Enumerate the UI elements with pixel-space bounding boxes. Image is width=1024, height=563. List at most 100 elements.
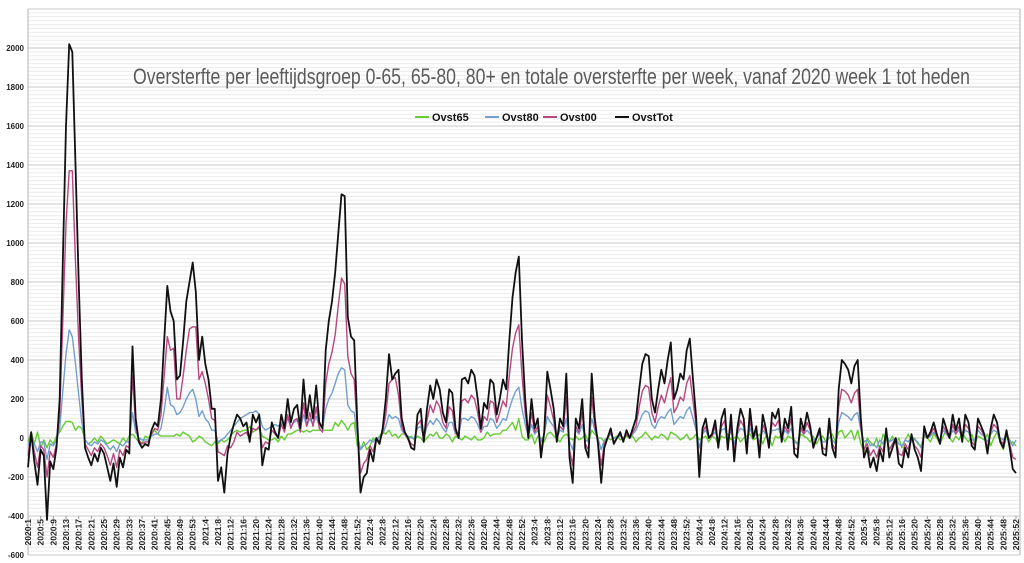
y-tick-label: 1800 bbox=[6, 83, 24, 92]
series-line-ovst80 bbox=[27, 329, 1017, 461]
legend-label-ovst00: Ovst00 bbox=[560, 112, 597, 124]
x-tick-label: 2023:16 bbox=[568, 519, 578, 550]
legend: Ovst65 Ovst80 Ovst00 OvstTot bbox=[415, 112, 673, 124]
x-tick-label: 2022:16 bbox=[403, 519, 413, 550]
x-tick-label: 2020:25 bbox=[99, 519, 109, 550]
series-lines bbox=[27, 43, 1017, 521]
y-axis: -600 -400 -200 0 200 400 600 800 1000 1200 1400 160… bbox=[6, 44, 24, 560]
x-tick-label: 2023:20 bbox=[580, 519, 590, 550]
x-tick-label: 2021:32 bbox=[289, 519, 299, 550]
x-tick-label: 2024:16 bbox=[732, 519, 742, 550]
x-tick-label: 2020:53 bbox=[188, 519, 198, 550]
x-tick-label: 2025:20 bbox=[910, 519, 920, 550]
x-tick-label: 2024:20 bbox=[745, 519, 755, 550]
x-tick-label: 2022:4 bbox=[365, 519, 375, 546]
x-tick-label: 2024:28 bbox=[770, 519, 780, 550]
x-tick-label: 2024:52 bbox=[846, 519, 856, 550]
y-tick-label: 600 bbox=[11, 317, 25, 326]
y-tick-label: 200 bbox=[11, 395, 25, 404]
x-tick-label: 2022:48 bbox=[504, 519, 514, 550]
x-tick-label: 2025:24 bbox=[922, 519, 932, 550]
x-tick-label: 2020:9 bbox=[48, 519, 58, 546]
x-tick-label: 2024:24 bbox=[758, 519, 768, 550]
series-line-ovst65 bbox=[27, 417, 1017, 453]
x-tick-label: 2021:24 bbox=[264, 519, 274, 550]
x-tick-label: 2025:12 bbox=[884, 519, 894, 550]
y-tick-label: 1400 bbox=[6, 161, 24, 170]
y-tick-label: 2000 bbox=[6, 44, 24, 53]
x-tick-label: 2023:8 bbox=[542, 519, 552, 546]
y-tick-label: 1600 bbox=[6, 122, 24, 131]
y-tick-label: 1200 bbox=[6, 200, 24, 209]
x-tick-label: 2021:44 bbox=[327, 519, 337, 550]
x-tick-label: 2024:44 bbox=[821, 519, 831, 550]
x-tick-label: 2023:32 bbox=[618, 519, 628, 550]
x-tick-label: 2022:20 bbox=[416, 519, 426, 550]
x-tick-label: 2021:16 bbox=[238, 519, 248, 550]
x-tick-label: 2024:32 bbox=[783, 519, 793, 550]
x-tick-label: 2022:28 bbox=[441, 519, 451, 550]
x-tick-label: 2021:48 bbox=[340, 519, 350, 550]
x-tick-label: 2020:13 bbox=[61, 519, 71, 550]
x-tick-label: 2020:41 bbox=[150, 519, 160, 550]
x-tick-label: 2025:4 bbox=[859, 519, 869, 546]
x-tick-label: 2025:52 bbox=[1011, 519, 1021, 550]
x-tick-label: 2023:28 bbox=[606, 519, 616, 550]
gridlines bbox=[27, 8, 1021, 556]
y-tick-label: -600 bbox=[8, 551, 25, 560]
x-tick-label: 2023:52 bbox=[682, 519, 692, 550]
x-tick-label: 2024:36 bbox=[796, 519, 806, 550]
x-tick-label: 2023:12 bbox=[555, 519, 565, 550]
x-tick-label: 2025:32 bbox=[948, 519, 958, 550]
x-tick-label: 2023:48 bbox=[669, 519, 679, 550]
x-tick-label: 2020:21 bbox=[86, 519, 96, 550]
x-tick-label: 2025:36 bbox=[960, 519, 970, 550]
x-tick-label: 2020:45 bbox=[162, 519, 172, 550]
x-tick-label: 2021:52 bbox=[352, 519, 362, 550]
series-line-ovst00 bbox=[27, 170, 1017, 478]
x-tick-label: 2023:4 bbox=[530, 519, 540, 546]
series-line-ovsttot bbox=[27, 43, 1017, 521]
x-tick-label: 2022:24 bbox=[428, 519, 438, 550]
y-tick-label: 0 bbox=[20, 434, 25, 443]
x-tick-label: 2025:28 bbox=[935, 519, 945, 550]
x-tick-label: 2024:8 bbox=[707, 519, 717, 546]
x-tick-label: 2025:48 bbox=[998, 519, 1008, 550]
x-tick-label: 2021:8 bbox=[213, 519, 223, 546]
x-tick-label: 2022:12 bbox=[390, 519, 400, 550]
x-tick-label: 2025:16 bbox=[897, 519, 907, 550]
x-tick-label: 2020:49 bbox=[175, 519, 185, 550]
x-tick-label: 2021:28 bbox=[276, 519, 286, 550]
x-tick-label: 2020:37 bbox=[137, 519, 147, 550]
x-tick-label: 2021:40 bbox=[314, 519, 324, 550]
legend-label-ovsttot: OvstTot bbox=[632, 112, 673, 124]
x-tick-label: 2024:12 bbox=[720, 519, 730, 550]
legend-label-ovst80: Ovst80 bbox=[502, 112, 539, 124]
y-tick-label: 800 bbox=[11, 278, 25, 287]
x-tick-label: 2023:40 bbox=[644, 519, 654, 550]
x-tick-label: 2024:48 bbox=[834, 519, 844, 550]
x-tick-label: 2020:33 bbox=[124, 519, 134, 550]
x-tick-label: 2023:36 bbox=[631, 519, 641, 550]
y-tick-label: 1000 bbox=[6, 239, 24, 248]
x-tick-label: 2020:29 bbox=[112, 519, 122, 550]
x-tick-label: 2023:24 bbox=[593, 519, 603, 550]
x-tick-label: 2021:4 bbox=[200, 519, 210, 546]
x-tick-label: 2022:52 bbox=[517, 519, 527, 550]
x-tick-label: 2020:5 bbox=[36, 519, 46, 546]
x-tick-label: 2022:44 bbox=[492, 519, 502, 550]
x-tick-label: 2025:44 bbox=[986, 519, 996, 550]
x-tick-label: 2024:40 bbox=[808, 519, 818, 550]
x-tick-label: 2020:1 bbox=[23, 519, 33, 546]
x-tick-label: 2020:17 bbox=[74, 519, 84, 550]
y-tick-label: 400 bbox=[11, 356, 25, 365]
x-tick-label: 2022:36 bbox=[466, 519, 476, 550]
x-tick-label: 2021:12 bbox=[226, 519, 236, 550]
x-tick-label: 2025:8 bbox=[872, 519, 882, 546]
x-tick-label: 2025:40 bbox=[973, 519, 983, 550]
x-tick-label: 2021:20 bbox=[251, 519, 261, 550]
x-tick-label: 2022:8 bbox=[378, 519, 388, 546]
y-tick-label: -400 bbox=[8, 512, 25, 521]
x-tick-label: 2021:36 bbox=[302, 519, 312, 550]
